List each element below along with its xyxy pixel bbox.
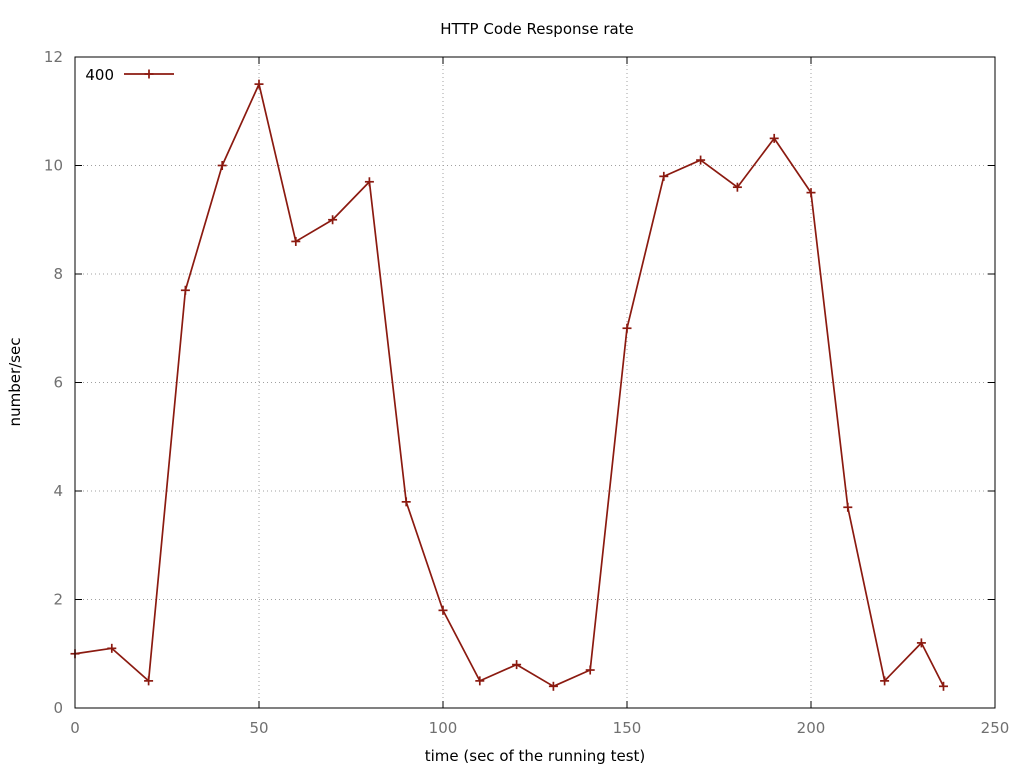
data-point — [843, 502, 853, 512]
data-point — [622, 323, 632, 333]
data-point — [438, 605, 448, 615]
axis-ticks: 0 50 100 150 200 250 0 2 4 6 8 10 12 — [44, 48, 1009, 737]
x-axis-label: time (sec of the running test) — [425, 747, 646, 765]
data-point — [659, 171, 669, 181]
legend-plus-marker — [144, 69, 154, 79]
x-tick-label: 50 — [249, 719, 268, 737]
data-point — [328, 215, 338, 225]
data-point — [475, 676, 485, 686]
data-point — [880, 676, 890, 686]
legend: 400 — [85, 66, 174, 84]
data-point — [144, 676, 154, 686]
y-tick-label: 2 — [53, 591, 63, 609]
y-tick-label: 0 — [53, 699, 63, 717]
data-point — [217, 161, 227, 170]
data-point — [732, 182, 742, 192]
x-tick-label: 0 — [70, 719, 80, 737]
x-tick-label: 200 — [797, 719, 826, 737]
data-point — [938, 681, 948, 691]
plot-border — [74, 56, 996, 709]
data-point — [364, 177, 374, 187]
legend-label: 400 — [85, 66, 114, 84]
data-point — [180, 285, 190, 295]
y-tick-label: 10 — [44, 157, 63, 175]
data-point — [696, 155, 706, 165]
grid-lines — [75, 57, 995, 708]
data-point — [769, 133, 779, 143]
data-point — [512, 660, 522, 670]
x-tick-label: 250 — [981, 719, 1010, 737]
data-point — [401, 497, 411, 507]
data-point — [585, 665, 595, 675]
data-point — [916, 638, 926, 648]
y-axis-label: number/sec — [6, 338, 24, 427]
y-tick-label: 8 — [53, 265, 63, 283]
data-point — [254, 79, 264, 89]
y-tick-label: 12 — [44, 48, 63, 66]
x-tick-label: 150 — [613, 719, 642, 737]
chart-title: HTTP Code Response rate — [440, 20, 634, 38]
x-tick-label: 100 — [429, 719, 458, 737]
data-point — [107, 643, 117, 653]
data-point — [806, 188, 816, 198]
data-point — [548, 681, 558, 691]
data-point — [291, 236, 301, 246]
legend-marker — [144, 69, 154, 79]
y-tick-label: 6 — [53, 374, 63, 392]
y-tick-label: 4 — [53, 482, 63, 500]
